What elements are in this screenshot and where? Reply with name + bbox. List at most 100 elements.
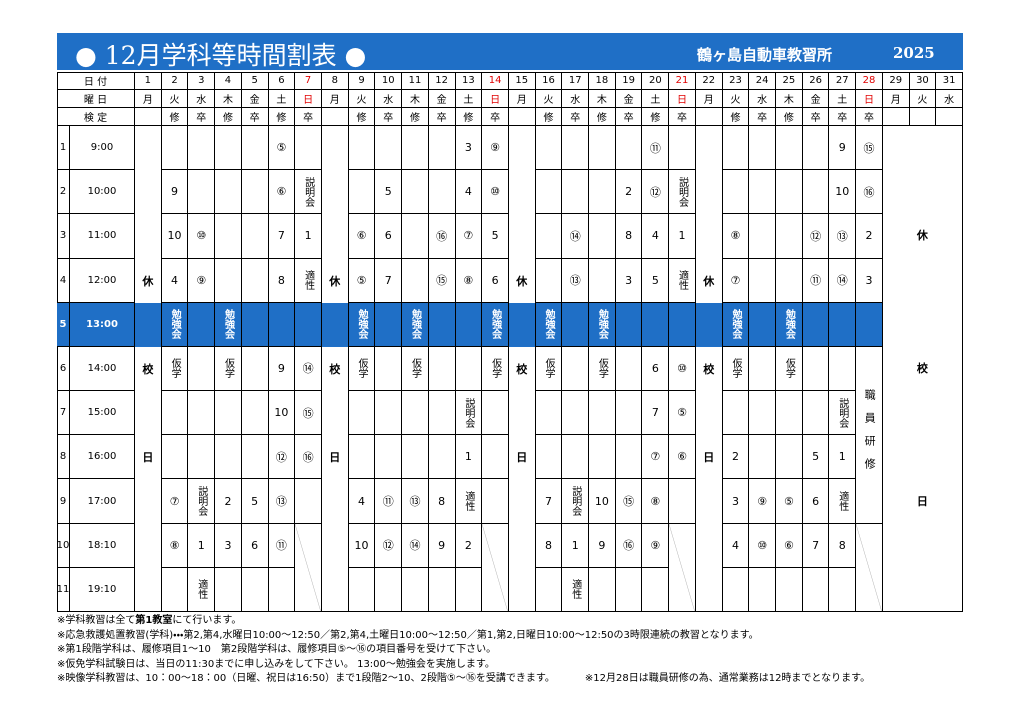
empty-cell	[375, 126, 403, 171]
empty-cell	[562, 346, 590, 392]
lesson: 適性	[455, 479, 483, 524]
date: 2	[161, 72, 189, 90]
closed-day: 校	[135, 346, 162, 392]
closed-day	[509, 214, 536, 259]
lesson: ⑮	[615, 479, 643, 524]
closed-cell	[856, 523, 883, 612]
note: ※応急救護処置教習(学科)・・・第2,第4,水曜日10:00～12:50／第2,…	[57, 629, 759, 641]
header-bar: ● 12月学科等時間割表 ● 鶴ヶ島自動車教習所 2025	[57, 33, 963, 70]
period-number: 7	[57, 391, 70, 436]
exam: 修	[642, 108, 670, 126]
lesson: 説明会	[455, 391, 483, 436]
lesson: ⑯	[615, 523, 643, 568]
lesson: 9	[829, 126, 857, 171]
lesson: ⑧	[455, 258, 483, 303]
closed-day	[509, 391, 536, 436]
exam: 修	[589, 108, 616, 126]
lesson: 5	[241, 479, 269, 524]
lesson: ⑦	[161, 479, 189, 524]
closed-day	[696, 523, 723, 568]
lesson: 9	[268, 346, 296, 392]
closed-day: 日	[509, 435, 536, 480]
empty-cell	[749, 258, 777, 303]
exam: 卒	[802, 108, 830, 126]
empty-cell	[348, 126, 376, 171]
exam: 修	[776, 108, 803, 126]
empty-cell	[188, 126, 216, 171]
empty-cell	[241, 435, 269, 480]
empty-cell	[535, 435, 563, 480]
closed-day	[135, 126, 162, 171]
empty-cell	[802, 346, 830, 392]
exam: 修	[722, 108, 750, 126]
date: 6	[268, 72, 296, 90]
empty-cell	[375, 302, 403, 347]
period-time: 9:00	[70, 126, 135, 171]
lesson: 6	[241, 523, 269, 568]
closed-day	[135, 214, 162, 259]
lesson: 2	[455, 523, 483, 568]
empty-cell	[535, 126, 563, 171]
empty-cell	[562, 126, 590, 171]
lesson: 7	[375, 258, 403, 303]
empty-cell	[241, 258, 269, 303]
lesson: ⑥	[348, 214, 376, 259]
date: 14	[482, 72, 509, 90]
period-time: 19:10	[70, 567, 135, 612]
notes: ※学科教習は全て第1教室にて行います。 ※応急救護処置教習(学科)・・・第2,第…	[57, 614, 870, 687]
period-time: 14:00	[70, 346, 135, 392]
empty-cell	[428, 302, 456, 347]
empty-cell	[215, 391, 242, 436]
weekday: 月	[695, 90, 723, 108]
weekday: 金	[428, 90, 456, 108]
weekday: 木	[589, 90, 616, 108]
exam: 卒	[669, 108, 696, 126]
closed-day	[695, 302, 723, 347]
lesson: 説明会	[829, 391, 857, 436]
note: ※第1段階学科は、履修項目1～10 第2段階学科は、履修項目⑤～⑯の項目番号を受…	[57, 644, 497, 655]
weekday: 火	[348, 90, 376, 108]
lesson: 7	[642, 391, 670, 436]
closed-day: 日	[135, 435, 162, 480]
empty-cell	[428, 567, 456, 612]
closed-day	[508, 567, 536, 612]
lesson: ⑭	[295, 346, 322, 392]
empty-cell	[669, 126, 696, 171]
empty-cell	[402, 258, 429, 303]
weekday: 土	[268, 90, 296, 108]
lesson: ⑮	[295, 391, 322, 436]
date: 26	[802, 72, 830, 90]
date: 25	[776, 72, 803, 90]
empty-cell	[589, 435, 616, 480]
empty-cell	[589, 391, 616, 436]
lesson: 8	[535, 523, 563, 568]
empty-cell	[161, 567, 189, 612]
empty-cell	[562, 391, 590, 436]
closed-day	[322, 391, 349, 436]
lesson: ⑥	[669, 435, 696, 480]
exam: 卒	[749, 108, 777, 126]
note-text: にて行います。	[172, 615, 242, 626]
period-number: 9	[57, 479, 70, 524]
empty-cell	[615, 567, 643, 612]
lesson: 5	[375, 170, 403, 215]
lesson: ⑮	[428, 258, 456, 303]
period-number: 2	[57, 170, 70, 215]
lesson: 4	[161, 258, 189, 303]
closed-label: 校	[916, 362, 928, 375]
lesson: ⑦	[455, 214, 483, 259]
lesson: ⑯	[428, 214, 456, 259]
closed-day	[135, 170, 162, 215]
closed-day	[322, 523, 349, 568]
weekday: 火	[161, 90, 189, 108]
weekday: 水	[749, 90, 777, 108]
exam: 修	[402, 108, 429, 126]
date: 16	[535, 72, 563, 90]
empty-cell	[589, 567, 616, 612]
staff-training: 職員研修	[856, 346, 883, 524]
empty-cell	[482, 479, 509, 524]
empty-cell	[241, 567, 269, 612]
empty-cell	[241, 170, 269, 215]
empty-cell	[295, 126, 322, 171]
empty-cell	[295, 479, 322, 524]
